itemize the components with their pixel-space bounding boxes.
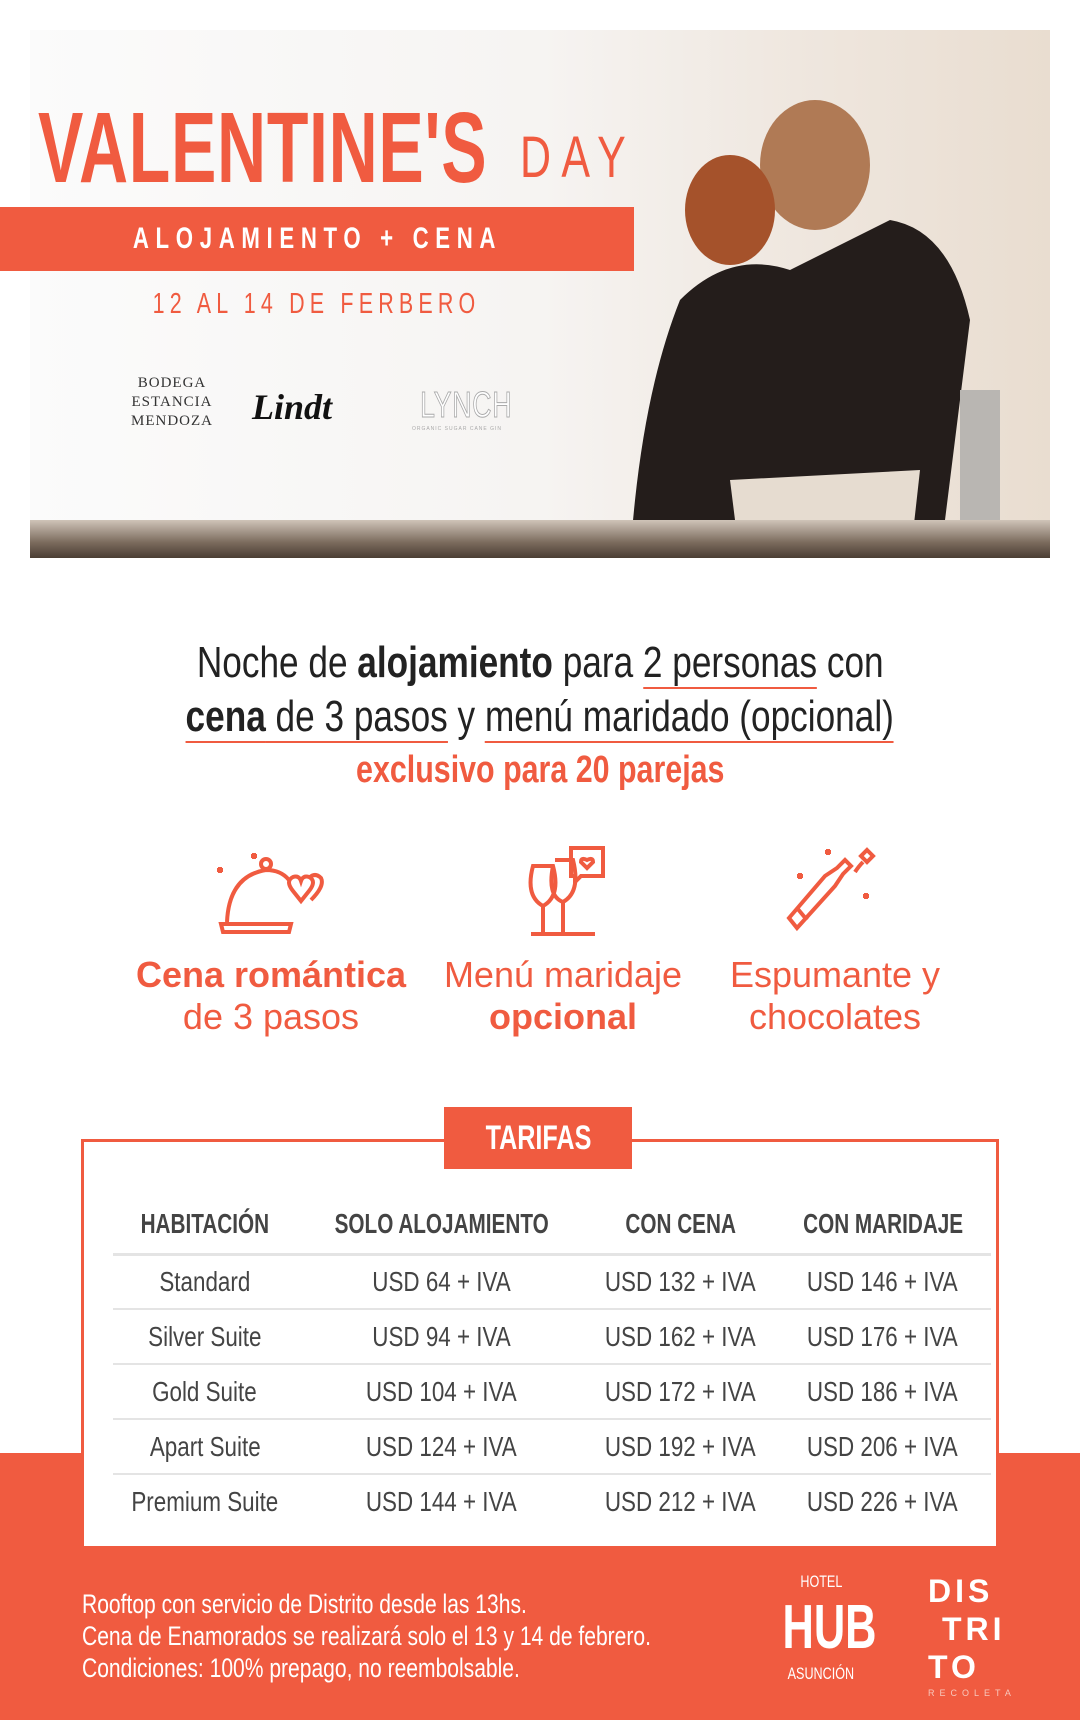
banner: ALOJAMIENTO + CENA <box>0 207 634 271</box>
table-row: Gold Suite USD 104 + IVA USD 172 + IVA USD … <box>113 1364 991 1420</box>
footer-notes: Rooftop con servicio de Distrito desde l… <box>82 1589 651 1683</box>
table-row: Apart Suite USD 124 + IVA USD 192 + IVA USD… <box>113 1419 991 1475</box>
logo-estancia-mendoza: BODEGA ESTANCIA MENDOZA <box>131 375 213 429</box>
tarifas-table: HABITACIÓN SOLO ALOJAMIENTO CON CENA CON… <box>113 1196 991 1529</box>
logo-distrito: DIS TRI TO RECOLETA <box>928 1573 1016 1698</box>
logo-lynch: LYNCH ORGANIC SUGAR CANE GIN <box>411 384 513 433</box>
champagne-bottle-icon <box>786 847 876 932</box>
logo-lindt: Lindt <box>252 387 333 427</box>
table-cell: USD 226 + IVA <box>807 1486 959 1517</box>
wine-glasses-icon <box>528 846 605 936</box>
table-row: Premium Suite USD 144 + IVA USD 212 + IVA U… <box>113 1474 991 1529</box>
table-cell: Gold Suite <box>113 1364 297 1420</box>
table-cell: USD 186 + IVA <box>774 1364 991 1420</box>
cloche-hearts-icon <box>217 853 324 934</box>
table-cell: Premium Suite <box>131 1486 279 1517</box>
table-row: Standard USD 64 + IVA USD 132 + IVA USD 146… <box>113 1254 991 1310</box>
feature-cena: Cena romántica de 3 pasos <box>121 846 421 1038</box>
table-cell: USD 172 + IVA <box>585 1364 775 1420</box>
table-cell: USD 104 + IVA <box>296 1364 586 1420</box>
table-cell: Silver Suite <box>113 1309 297 1365</box>
table-cell: USD 94 + IVA <box>296 1309 586 1365</box>
feature-maridaje: Menú maridaje opcional <box>413 846 713 1038</box>
table-cell: USD 176 + IVA <box>774 1309 991 1365</box>
table-cell: USD 146 + IVA <box>774 1254 991 1310</box>
table-cell: USD 192 + IVA <box>585 1419 775 1475</box>
rooftop-ledge <box>30 520 1050 558</box>
table-cell: Standard <box>113 1254 297 1310</box>
table-cell: USD 64 + IVA <box>296 1254 586 1310</box>
table-row: Silver Suite USD 94 + IVA USD 162 + IVA USD… <box>113 1309 991 1365</box>
title-day: DAY <box>520 125 637 190</box>
logo-hotel-hub: HOTEL HUB ASUNCIÓN <box>782 1572 877 1683</box>
table-cell: USD 124 + IVA <box>296 1419 586 1475</box>
table-cell: USD 212 + IVA <box>604 1486 756 1517</box>
table-header: HABITACIÓN SOLO ALOJAMIENTO CON CENA CON… <box>113 1196 991 1256</box>
table-cell: Apart Suite <box>113 1419 297 1475</box>
hero-photo <box>30 30 1050 558</box>
offer-headline: Noche de alojamiento para 2 personas con… <box>185 638 895 791</box>
dates: 12 AL 14 DE FERBERO <box>153 288 481 320</box>
tarifas-title: TARIFAS <box>444 1107 632 1169</box>
table-cell: USD 132 + IVA <box>585 1254 775 1310</box>
table-cell: USD 162 + IVA <box>585 1309 775 1365</box>
title: VALENTINE'S <box>38 92 488 204</box>
feature-espumante: Espumante y chocolates <box>685 846 985 1038</box>
table-cell: USD 206 + IVA <box>774 1419 991 1475</box>
table-cell: USD 144 + IVA <box>365 1486 517 1517</box>
